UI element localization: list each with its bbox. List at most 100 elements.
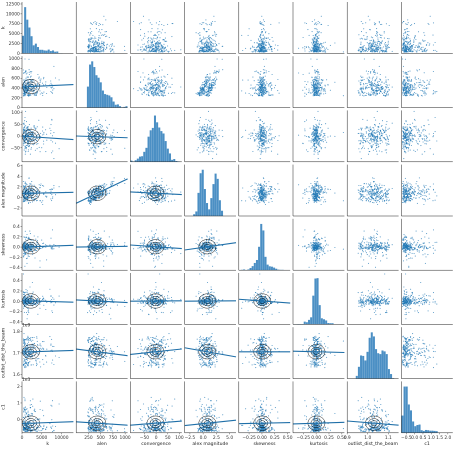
scatter-point bbox=[307, 136, 309, 138]
scatter-point bbox=[358, 49, 360, 51]
scatter-point bbox=[214, 49, 216, 51]
scatter-point bbox=[53, 88, 55, 90]
scatter-point bbox=[319, 120, 321, 122]
scatter-point bbox=[259, 139, 262, 141]
scatter-point bbox=[27, 149, 30, 151]
scatter-point bbox=[373, 85, 376, 87]
scatter-point bbox=[205, 19, 207, 21]
scatter-point bbox=[151, 38, 153, 40]
scatter-point bbox=[205, 85, 207, 87]
scatter-point bbox=[304, 50, 306, 52]
scatter-point bbox=[36, 89, 38, 91]
scatter-point bbox=[357, 90, 359, 92]
scatter-point bbox=[425, 93, 427, 95]
scatter-point bbox=[417, 70, 419, 72]
scatter-point bbox=[206, 149, 208, 151]
scatter-point bbox=[208, 119, 210, 121]
scatter-point bbox=[162, 49, 164, 51]
scatter-point bbox=[417, 78, 420, 80]
scatter-point bbox=[92, 145, 94, 147]
scatter-point bbox=[261, 146, 263, 148]
scatter-point bbox=[100, 131, 102, 133]
scatter-point bbox=[402, 47, 404, 49]
scatter-point bbox=[263, 134, 265, 136]
scatter-point bbox=[261, 30, 263, 33]
scatter-point bbox=[311, 31, 313, 33]
scatter-point bbox=[418, 82, 420, 84]
scatter-point bbox=[36, 138, 38, 140]
panel-alen-vs-c1 bbox=[401, 56, 453, 108]
scatter-point bbox=[206, 83, 208, 85]
scatter-point bbox=[261, 131, 263, 133]
scatter-point bbox=[36, 87, 38, 89]
scatter-point bbox=[313, 49, 316, 51]
scatter-point bbox=[278, 22, 280, 24]
scatter-point bbox=[200, 143, 202, 145]
scatter-point bbox=[312, 44, 314, 46]
scatter-point bbox=[205, 42, 207, 44]
scatter-point bbox=[200, 128, 203, 130]
scatter-point bbox=[116, 132, 118, 134]
scatter-point bbox=[363, 87, 365, 90]
scatter-point bbox=[142, 43, 144, 45]
scatter-point bbox=[97, 132, 99, 134]
scatter-point bbox=[210, 126, 212, 128]
scatter-point bbox=[133, 20, 135, 23]
scatter-point bbox=[366, 82, 368, 85]
scatter-point bbox=[26, 72, 28, 74]
scatter-point bbox=[142, 15, 145, 17]
scatter-point bbox=[165, 87, 167, 89]
scatter-point bbox=[311, 76, 313, 78]
scatter-point bbox=[263, 43, 265, 45]
scatter-point bbox=[161, 80, 163, 82]
scatter-point bbox=[137, 70, 139, 73]
scatter-point bbox=[113, 129, 115, 131]
scatter-point bbox=[198, 120, 201, 122]
scatter-point bbox=[164, 94, 166, 96]
scatter-point bbox=[367, 47, 370, 49]
scatter-point bbox=[54, 77, 57, 79]
scatter-point bbox=[323, 133, 325, 135]
scatter-point bbox=[251, 45, 254, 47]
scatter-point bbox=[201, 43, 203, 45]
scatter-point bbox=[87, 128, 89, 130]
scatter-point bbox=[376, 44, 379, 46]
scatter-point bbox=[90, 148, 92, 150]
scatter-point bbox=[123, 45, 126, 47]
scatter-point bbox=[262, 123, 264, 125]
scatter-point bbox=[208, 43, 210, 45]
scatter-point bbox=[36, 148, 38, 150]
scatter-point bbox=[89, 28, 91, 30]
scatter-point bbox=[252, 150, 254, 153]
scatter-point bbox=[201, 87, 203, 89]
scatter-point bbox=[322, 141, 324, 143]
scatter-point bbox=[209, 77, 211, 79]
scatter-point bbox=[265, 89, 267, 92]
scatter-point bbox=[377, 84, 379, 87]
scatter-point bbox=[29, 94, 31, 96]
scatter-point bbox=[304, 92, 306, 94]
scatter-point bbox=[405, 93, 408, 95]
scatter-point bbox=[318, 45, 320, 47]
scatter-point bbox=[329, 89, 331, 91]
scatter-point bbox=[386, 86, 388, 88]
scatter-point bbox=[203, 139, 205, 141]
scatter-point bbox=[154, 48, 156, 50]
scatter-point bbox=[43, 143, 45, 145]
scatter-point bbox=[207, 76, 209, 78]
scatter-point bbox=[319, 92, 321, 94]
scatter-point bbox=[334, 42, 336, 44]
scatter-point bbox=[405, 88, 407, 90]
scatter-point bbox=[312, 39, 314, 41]
scatter-point bbox=[198, 123, 200, 125]
scatter-point bbox=[265, 37, 267, 39]
scatter-point bbox=[313, 37, 315, 39]
scatter-point bbox=[209, 140, 211, 142]
scatter-point bbox=[260, 46, 262, 48]
scatter-point bbox=[270, 150, 273, 152]
scatter-point bbox=[260, 132, 262, 134]
scatter-point bbox=[381, 23, 383, 25]
scatter-point bbox=[100, 42, 102, 45]
scatter-point bbox=[383, 82, 385, 84]
scatter-point bbox=[387, 42, 389, 44]
